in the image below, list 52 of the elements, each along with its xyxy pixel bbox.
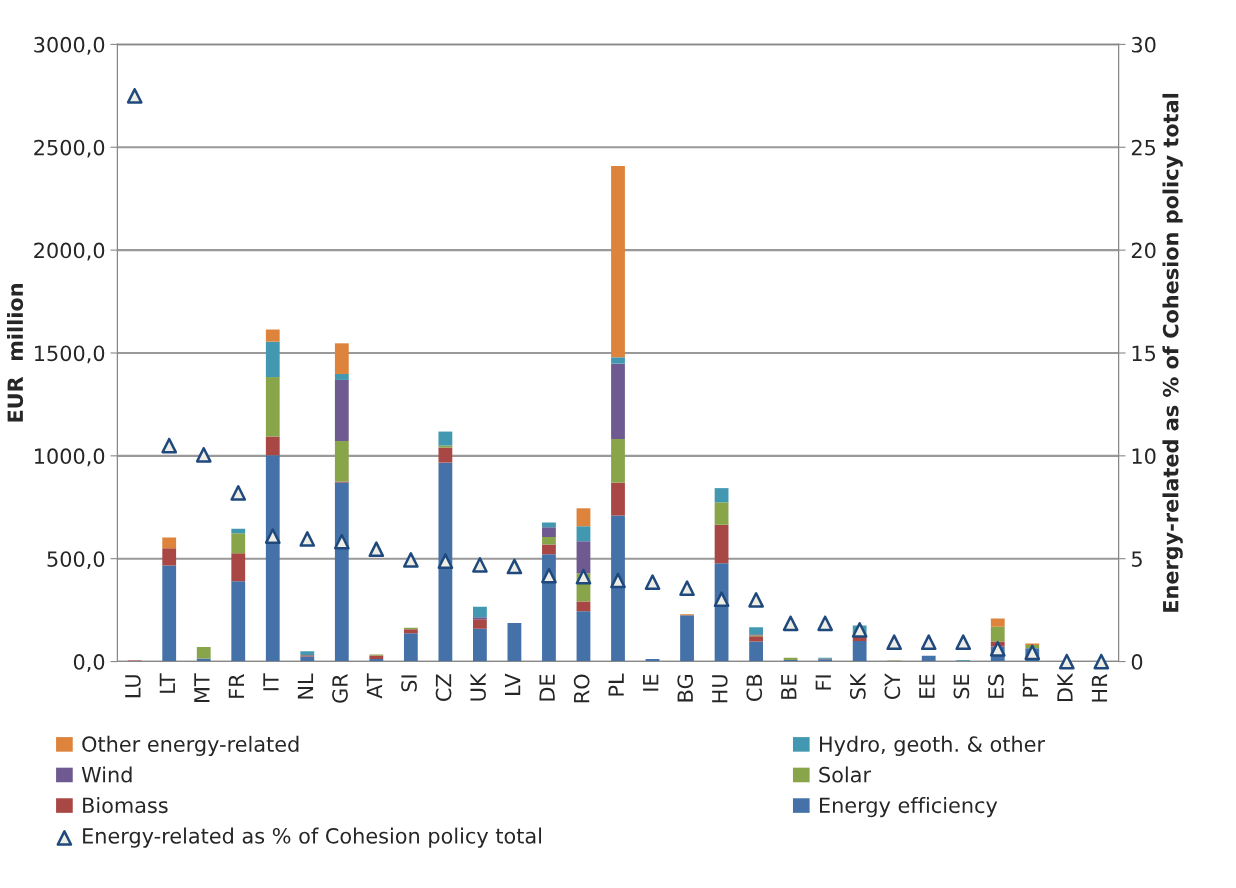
x-tick-label: NL: [297, 673, 314, 699]
x-tick-label: HR: [1091, 673, 1108, 702]
legend-label: Energy-related as % of Cohesion policy total: [83, 827, 541, 848]
x-tick-label: ES: [988, 674, 1004, 698]
y2-tick-label: 25: [1131, 139, 1156, 156]
legend-label: Energy efficiency: [820, 797, 998, 818]
legend-label: Wind: [81, 766, 132, 783]
y2-tick-label: 20: [1131, 242, 1156, 259]
y-tick-label: 500,0: [47, 551, 105, 570]
y2-tick-label: 5: [1131, 551, 1142, 567]
y-tick-label: 3000,0: [34, 36, 105, 55]
y-tick-label: 2500,0: [34, 139, 105, 158]
x-tick-label: LV: [504, 673, 521, 695]
x-tick-label: BE: [781, 674, 797, 699]
x-tick-label: CZ: [435, 674, 452, 702]
y2-tick-label: 0: [1131, 654, 1143, 670]
y-tick-label: 1000,0: [35, 448, 105, 467]
x-tick-label: SI: [401, 675, 417, 692]
y-axis-title: EUR million: [7, 284, 24, 422]
x-tick-label: FR: [228, 673, 244, 698]
x-tick-label: MT: [194, 673, 210, 703]
x-tick-label: FI: [815, 675, 831, 690]
x-tick-label: EE: [919, 674, 935, 698]
y2-axis-title: Energy-related as % of Cohesion policy total: [1162, 93, 1183, 612]
y2-tick-label: 15: [1132, 345, 1156, 362]
x-tick-label: AT: [366, 673, 383, 699]
x-tick-label: LT: [159, 673, 175, 693]
legend-label: Solar: [819, 766, 872, 783]
y-tick-label: 1500,0: [35, 345, 105, 364]
legend-label: Other energy-related: [82, 735, 299, 757]
x-tick-label: SK: [849, 672, 866, 699]
x-tick-label: PL: [608, 673, 624, 696]
y-tick-label: 2000,0: [34, 242, 105, 261]
x-tick-label: IE: [643, 674, 659, 691]
x-tick-label: CB: [746, 674, 763, 702]
x-tick-label: HU: [712, 675, 728, 703]
x-tick-label: BG: [677, 675, 694, 702]
x-tick-label: PT: [1022, 673, 1039, 697]
y2-tick-label: 30: [1131, 36, 1156, 53]
x-tick-label: LU: [125, 675, 141, 698]
x-tick-label: CY: [884, 673, 901, 700]
legend-label: Hydro, geoth. & other: [820, 735, 1046, 757]
x-tick-label: IT: [263, 673, 279, 691]
y-tick-label: 0,0: [73, 654, 105, 672]
x-tick-label: RO: [573, 674, 590, 703]
x-tick-label: DK: [1057, 672, 1073, 702]
y2-tick-label: 10: [1132, 448, 1156, 465]
x-tick-label: GR: [332, 673, 348, 703]
x-tick-label: SE: [953, 674, 970, 699]
legend-label: Biomass: [83, 797, 168, 814]
x-tick-label: UK: [470, 672, 486, 701]
x-tick-label: DE: [539, 674, 555, 701]
